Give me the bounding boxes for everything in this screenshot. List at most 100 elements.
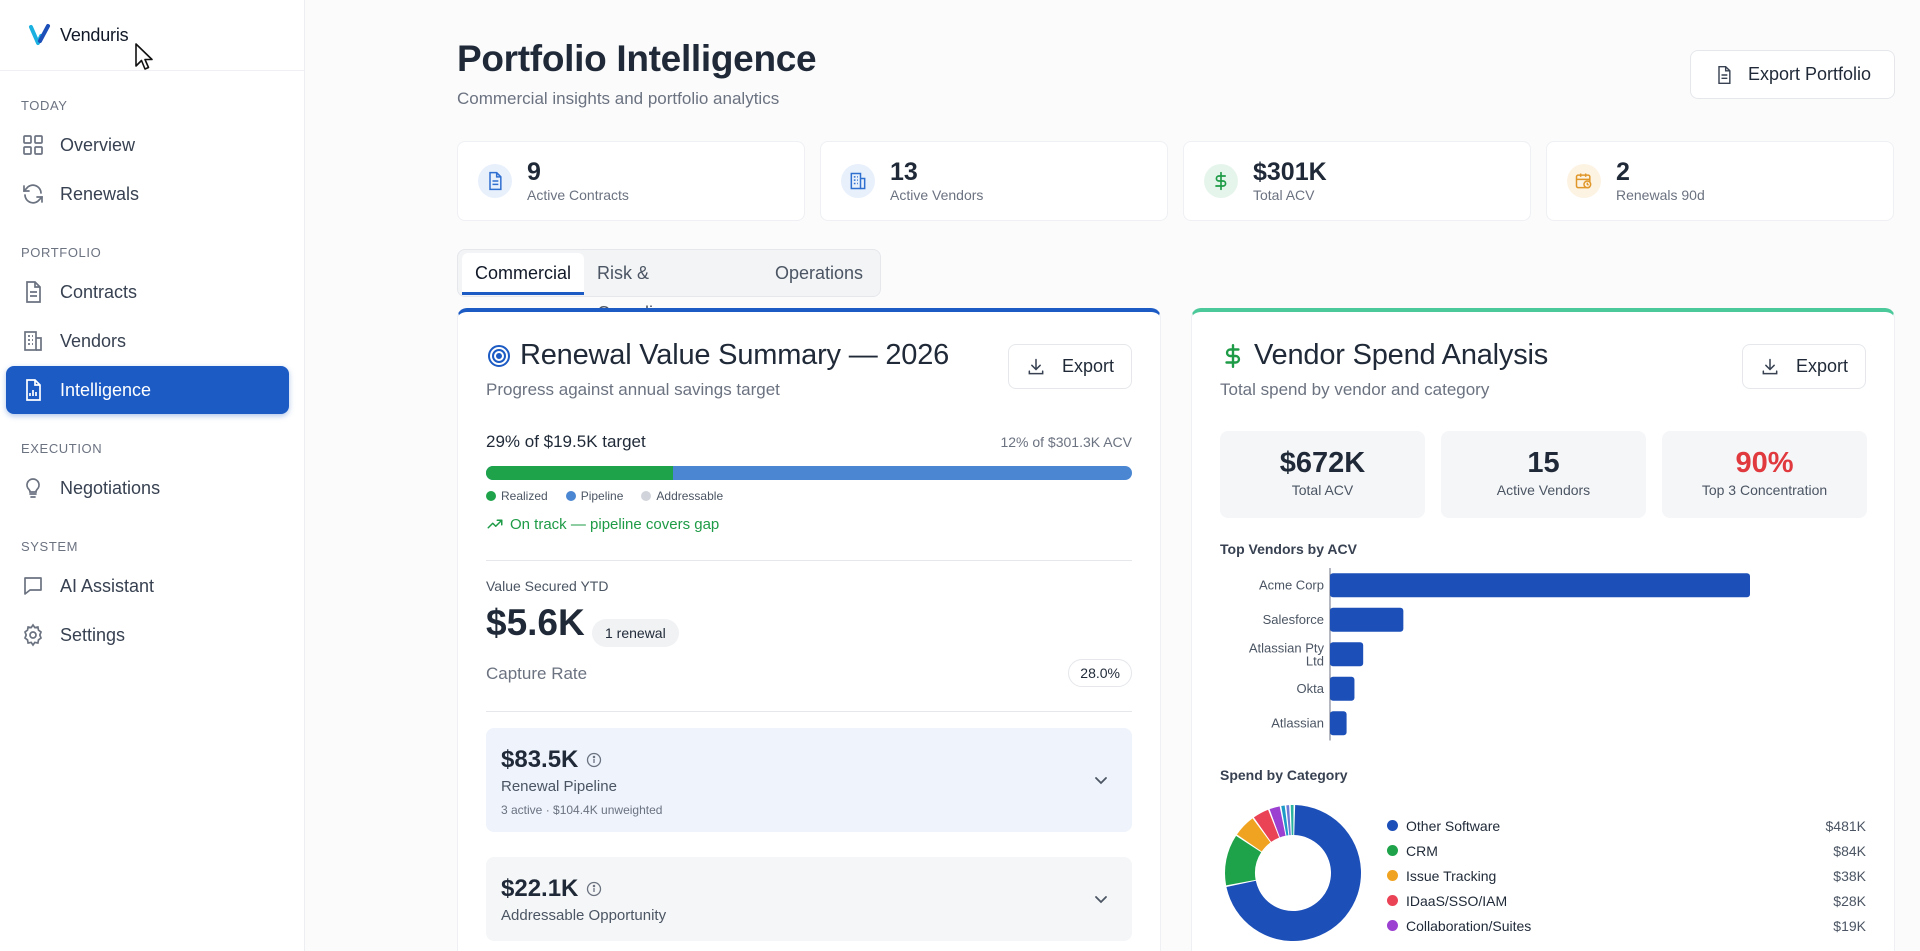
legend-dot [1387, 870, 1398, 881]
tab-commercial[interactable]: Commercial [462, 253, 585, 295]
card-title-text: Renewal Value Summary — 2026 [520, 339, 950, 371]
pipeline-value-row: $83.5K [501, 746, 602, 774]
sidebar-item-renewals[interactable]: Renewals [6, 170, 289, 218]
chevron-down-icon[interactable] [1092, 771, 1110, 789]
legend-dot [1387, 895, 1398, 906]
sidebar-item-contracts[interactable]: Contracts [6, 268, 289, 316]
sidebar-item-settings[interactable]: Settings [6, 611, 289, 659]
sidebar-item-intelligence[interactable]: Intelligence [6, 366, 289, 414]
stat-value: $301K [1253, 158, 1327, 187]
calendar-clock-icon [1567, 164, 1601, 198]
pipeline-label: Renewal Pipeline [501, 778, 617, 795]
info-icon[interactable] [586, 752, 602, 768]
category-name: Collaboration/Suites [1406, 917, 1532, 934]
export-label: Export [1795, 356, 1849, 376]
brand[interactable]: Venduris [0, 0, 304, 71]
tab-risk-compliance[interactable]: Risk & Compliance [597, 263, 692, 323]
target-icon [488, 344, 510, 367]
sidebar-item-label: Settings [60, 624, 126, 645]
donut-slice[interactable] [1290, 805, 1294, 836]
chevron-down-icon[interactable] [1092, 890, 1110, 908]
stat-value: 2 [1616, 158, 1630, 187]
gear-icon [23, 623, 43, 647]
tab-bar: Commercial Risk & Compliance Operations [457, 249, 881, 323]
card-subtitle: Progress against annual savings target [486, 380, 780, 399]
donut-slice[interactable] [1253, 809, 1280, 842]
legend-dot [1387, 845, 1398, 856]
export-label: Export [1061, 356, 1115, 376]
donut-slice[interactable] [1225, 835, 1262, 886]
download-icon [1028, 358, 1044, 374]
legend-dot [1387, 920, 1398, 931]
download-icon [1762, 358, 1778, 374]
donut-slice[interactable] [1286, 805, 1291, 836]
category-amount: $38K [1833, 867, 1866, 884]
export-button[interactable]: Export [1008, 344, 1132, 389]
sidebar-item-label: Negotiations [60, 477, 161, 498]
kpi-label: Top 3 Concentration [1701, 482, 1828, 498]
sidebar-item-overview[interactable]: Overview [6, 121, 289, 169]
legend-item-realized: Realized [486, 489, 548, 503]
renewal-pipeline-accordion[interactable]: $83.5K Renewal Pipeline 3 active · $104.… [486, 728, 1132, 832]
stat-label: Active Contracts [527, 186, 629, 203]
tab-operations[interactable]: Operations [774, 263, 863, 283]
venduris-logo-icon [29, 24, 50, 45]
sidebar-item-negotiations[interactable]: Negotiations [6, 464, 289, 512]
capture-rate-label: Capture Rate [486, 664, 588, 683]
chat-icon [24, 577, 42, 595]
top-vendors-chart: Acme Corp Salesforce Atlassian Pty Ltd Okta A… [1220, 568, 1866, 752]
stat-label: Renewals 90d [1616, 186, 1705, 203]
donut-slice[interactable] [1226, 805, 1361, 941]
sidebar-item-label: Renewals [60, 183, 140, 204]
info-icon[interactable] [586, 881, 602, 897]
pipeline-detail: 3 active · $104.4K unweighted [501, 803, 663, 817]
legend-item-pipeline: Pipeline [565, 489, 624, 503]
legend-label: Pipeline [580, 489, 624, 503]
sidebar-item-ai-assistant[interactable]: AI Assistant [6, 562, 289, 610]
status-text: On track — pipeline covers gap [510, 515, 720, 533]
category-row: CRM $84K [1387, 838, 1866, 863]
addressable-value: $22.1K [501, 875, 579, 902]
category-row: IDaaS/SSO/IAM $28K [1387, 888, 1866, 913]
nav-section-system: SYSTEM AI Assistant Settings [0, 532, 304, 659]
kpi-top3-concentration: 90% Top 3 Concentration [1662, 431, 1867, 518]
spend-category-donut [1225, 805, 1361, 941]
donut-slice[interactable] [1269, 806, 1286, 838]
vendor-spend-card: Vendor Spend Analysis Total spend by ven… [1191, 308, 1895, 951]
export-portfolio-button[interactable]: Export Portfolio [1690, 50, 1895, 99]
export-button[interactable]: Export [1742, 344, 1866, 389]
vendor-bar[interactable] [1330, 711, 1347, 736]
vendor-label: Atlassian [1271, 715, 1324, 730]
progress-acv-text: 12% of $301.3K ACV [1000, 434, 1132, 450]
document-icon [26, 281, 41, 303]
building-icon [841, 164, 875, 198]
section-label: TODAY [21, 98, 68, 113]
category-name: Issue Tracking [1406, 867, 1497, 884]
addressable-value-row: $22.1K [501, 875, 602, 903]
sidebar-item-label: AI Assistant [60, 575, 155, 596]
addressable-label: Addressable Opportunity [501, 907, 667, 924]
sidebar-item-label: Contracts [60, 281, 138, 302]
vendor-label: Atlassian Pty Ltd [1249, 640, 1325, 668]
donut-slice[interactable] [1236, 818, 1271, 852]
nav-section-portfolio: PORTFOLIO Contracts Vendors Intelligence [0, 238, 304, 414]
sidebar-nav: TODAY Overview Renewals PORTFOLIO Contra… [0, 91, 304, 659]
dollar-icon [1225, 343, 1241, 368]
kpi-value: 90% [1735, 447, 1794, 479]
addressable-opportunity-accordion[interactable]: $22.1K Addressable Opportunity [486, 857, 1132, 941]
donut-slice[interactable] [1281, 805, 1289, 836]
category-legend: Other Software $481K CRM $84K Issue Tracki… [1387, 813, 1866, 938]
grid-icon [23, 135, 43, 155]
vendor-bar[interactable] [1330, 676, 1355, 701]
vendor-bar[interactable] [1330, 573, 1750, 598]
category-row: Collaboration/Suites $19K [1387, 913, 1866, 938]
export-portfolio-label: Export Portfolio [1747, 64, 1872, 84]
vendor-bar[interactable] [1330, 607, 1404, 632]
sidebar-item-vendors[interactable]: Vendors [6, 317, 289, 365]
vendor-bar[interactable] [1330, 642, 1364, 667]
document-icon [478, 164, 512, 198]
chart-icon [26, 379, 41, 401]
spend-category-heading: Spend by Category [1220, 767, 1348, 783]
section-label: EXECUTION [21, 441, 103, 456]
kpi-value: $672K [1279, 447, 1366, 479]
